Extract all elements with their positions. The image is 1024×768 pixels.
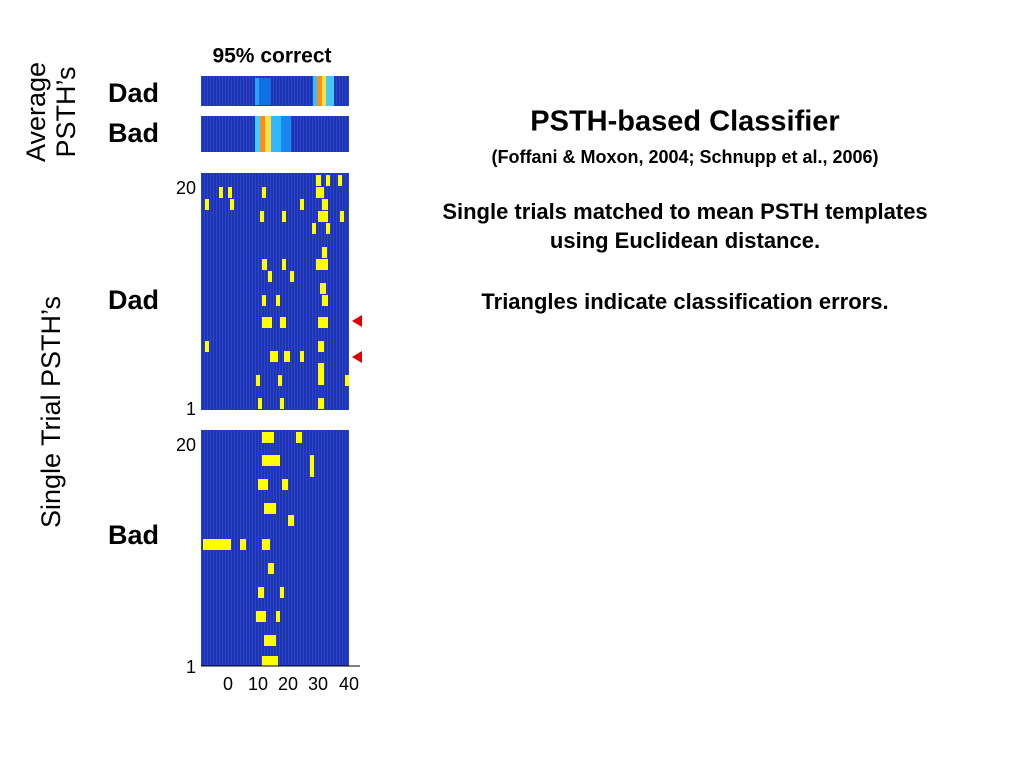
row-label: Dad bbox=[108, 78, 159, 108]
spike bbox=[260, 211, 264, 222]
slide-title: PSTH-based Classifier bbox=[530, 106, 839, 138]
spike bbox=[258, 587, 264, 598]
y-tick-label: 1 bbox=[186, 657, 196, 677]
spike bbox=[264, 635, 276, 646]
spike bbox=[312, 223, 316, 234]
spike bbox=[258, 479, 268, 490]
spike bbox=[282, 479, 288, 490]
row-label: Dad bbox=[108, 285, 159, 315]
y-tick-label: 1 bbox=[186, 399, 196, 419]
average-label: Average PSTH’s bbox=[21, 62, 81, 162]
spike bbox=[258, 398, 262, 409]
spike bbox=[322, 199, 328, 210]
spike bbox=[230, 199, 234, 210]
spike bbox=[316, 175, 321, 186]
spike bbox=[268, 271, 272, 282]
spike bbox=[318, 363, 324, 385]
spike bbox=[262, 259, 267, 270]
spike bbox=[264, 503, 276, 514]
spike bbox=[262, 187, 266, 198]
spike bbox=[322, 295, 328, 306]
spike bbox=[318, 317, 328, 328]
spike bbox=[322, 247, 327, 258]
body-line: Single trials matched to mean PSTH templ… bbox=[442, 199, 927, 224]
spike bbox=[296, 432, 302, 443]
row-label: Bad bbox=[108, 118, 159, 148]
x-tick-label: 40 bbox=[339, 674, 359, 694]
spike bbox=[280, 317, 286, 328]
spike bbox=[326, 223, 330, 234]
spike bbox=[326, 175, 330, 186]
spike bbox=[268, 563, 274, 574]
average-cell bbox=[317, 76, 322, 106]
error-triangle bbox=[352, 315, 362, 327]
average-cell bbox=[260, 116, 265, 152]
row-label: Bad bbox=[108, 520, 159, 550]
spike bbox=[256, 375, 260, 386]
raster-spikes bbox=[203, 175, 349, 666]
average-label-line: PSTH’s bbox=[51, 66, 81, 157]
spike bbox=[282, 259, 286, 270]
citation: (Foffani & Moxon, 2004; Schnupp et al., … bbox=[491, 147, 878, 167]
spike bbox=[320, 283, 326, 294]
spike bbox=[205, 341, 209, 352]
spike bbox=[240, 539, 246, 550]
spike bbox=[280, 587, 284, 598]
spike bbox=[345, 375, 349, 386]
average-cell bbox=[255, 116, 260, 152]
body-line: Triangles indicate classification errors… bbox=[481, 289, 888, 314]
spike bbox=[300, 351, 304, 362]
spike bbox=[290, 271, 294, 282]
spike bbox=[219, 187, 223, 198]
average-cell bbox=[281, 116, 291, 152]
spike bbox=[282, 211, 286, 222]
spike bbox=[338, 175, 342, 186]
spike bbox=[262, 656, 278, 666]
spike bbox=[278, 375, 282, 386]
average-cell bbox=[259, 78, 271, 105]
average-cell bbox=[326, 76, 334, 106]
average-cell bbox=[313, 76, 317, 106]
x-tick-label: 0 bbox=[223, 674, 233, 694]
spike bbox=[318, 398, 324, 409]
spike bbox=[300, 199, 304, 210]
spike bbox=[316, 259, 328, 270]
spike bbox=[340, 211, 344, 222]
spike bbox=[262, 317, 272, 328]
spike bbox=[203, 539, 231, 550]
spike bbox=[280, 398, 284, 409]
average-cell bbox=[255, 78, 259, 105]
average-cell bbox=[322, 76, 326, 106]
spike bbox=[316, 187, 324, 198]
y-tick-label: 20 bbox=[176, 435, 196, 455]
average-cell bbox=[271, 116, 281, 152]
spike bbox=[288, 515, 294, 526]
spike bbox=[310, 455, 314, 477]
body-line: using Euclidean distance. bbox=[550, 228, 820, 253]
error-triangle bbox=[352, 351, 362, 363]
average-cell bbox=[265, 116, 271, 152]
x-tick-label: 20 bbox=[278, 674, 298, 694]
spike bbox=[262, 432, 274, 443]
spike bbox=[270, 351, 278, 362]
spike bbox=[276, 295, 280, 306]
spike bbox=[262, 455, 280, 466]
single-label: Single Trial PSTH’s bbox=[36, 296, 66, 528]
y-tick-label: 20 bbox=[176, 178, 196, 198]
x-tick-label: 10 bbox=[248, 674, 268, 694]
spike bbox=[228, 187, 232, 198]
spike bbox=[256, 611, 266, 622]
x-tick-label: 30 bbox=[308, 674, 328, 694]
accuracy: 95% correct bbox=[212, 45, 331, 68]
spike bbox=[318, 341, 324, 352]
average-label-line: Average bbox=[21, 62, 51, 162]
spike bbox=[276, 611, 280, 622]
spike bbox=[284, 351, 290, 362]
spike bbox=[262, 295, 266, 306]
spike bbox=[262, 539, 270, 550]
spike bbox=[205, 199, 209, 210]
spike bbox=[318, 211, 328, 222]
